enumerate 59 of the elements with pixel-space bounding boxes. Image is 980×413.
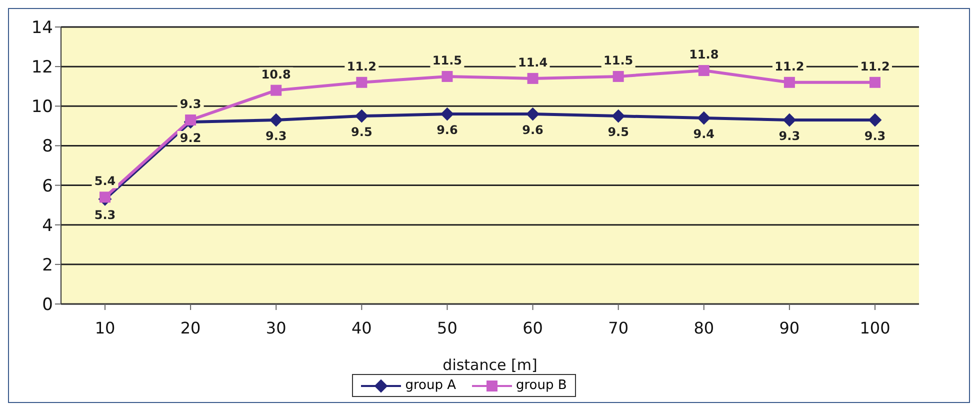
- data-label: 11.2: [774, 59, 804, 74]
- point: [784, 76, 795, 88]
- y-tick-label: 10: [31, 97, 53, 118]
- x-tick-label: 70: [608, 318, 629, 338]
- point: [356, 76, 368, 88]
- data-label: 9.3: [265, 128, 287, 143]
- y-tick-label: 0: [42, 295, 53, 316]
- point: [526, 108, 540, 121]
- legend-label: group A: [404, 378, 456, 393]
- data-label: 9.5: [351, 125, 372, 140]
- x-tick-label: 10: [94, 318, 116, 338]
- data-label: 10.8: [261, 67, 291, 82]
- point: [270, 113, 283, 126]
- point: [698, 65, 710, 76]
- point: [612, 110, 625, 123]
- data-label: 9.6: [436, 123, 458, 138]
- data-label: 11.8: [689, 48, 719, 62]
- point: [442, 70, 453, 82]
- x-tick-label: 40: [351, 318, 372, 338]
- data-label: 5.3: [94, 208, 116, 222]
- x-tick-label: 30: [266, 318, 286, 338]
- y-tick-label: 8: [42, 136, 53, 157]
- point: [440, 108, 454, 121]
- y-tick-label: 2: [42, 255, 53, 276]
- data-label: 9.3: [864, 128, 886, 143]
- data-label: 9.5: [608, 125, 629, 140]
- x-tick-label: 60: [522, 318, 543, 338]
- data-label: 5.4: [94, 174, 116, 188]
- point: [870, 76, 880, 88]
- data-label: 9.3: [778, 128, 800, 143]
- point: [527, 72, 538, 84]
- x-tick-label: 100: [860, 318, 890, 338]
- point: [270, 84, 282, 96]
- data-label: 9.3: [180, 96, 202, 111]
- x-axis-title: distance [m]: [442, 356, 538, 374]
- data-label: 11.2: [860, 59, 890, 74]
- point: [612, 70, 624, 82]
- data-label: 9.4: [693, 127, 715, 142]
- data-label: 9.6: [522, 123, 544, 138]
- y-tick-label: 14: [31, 18, 53, 38]
- data-label: 11.5: [604, 53, 634, 68]
- x-tick-label: 80: [694, 318, 714, 338]
- point: [100, 192, 110, 203]
- point: [185, 114, 196, 126]
- x-tick-label: 90: [779, 318, 800, 338]
- data-label: 11.5: [432, 53, 462, 68]
- y-tick-label: 12: [31, 58, 53, 78]
- point: [868, 113, 882, 126]
- y-tick-label: 6: [42, 176, 53, 196]
- legend-label: group B: [514, 378, 567, 393]
- data-label: 11.4: [518, 55, 548, 70]
- point: [697, 112, 710, 125]
- data-label: 11.2: [346, 59, 376, 74]
- y-tick-label: 4: [42, 216, 53, 236]
- point: [355, 110, 368, 123]
- x-tick-label: 50: [437, 318, 458, 338]
- point: [782, 113, 796, 126]
- x-tick-label: 20: [180, 318, 201, 338]
- data-label: 9.2: [180, 130, 202, 145]
